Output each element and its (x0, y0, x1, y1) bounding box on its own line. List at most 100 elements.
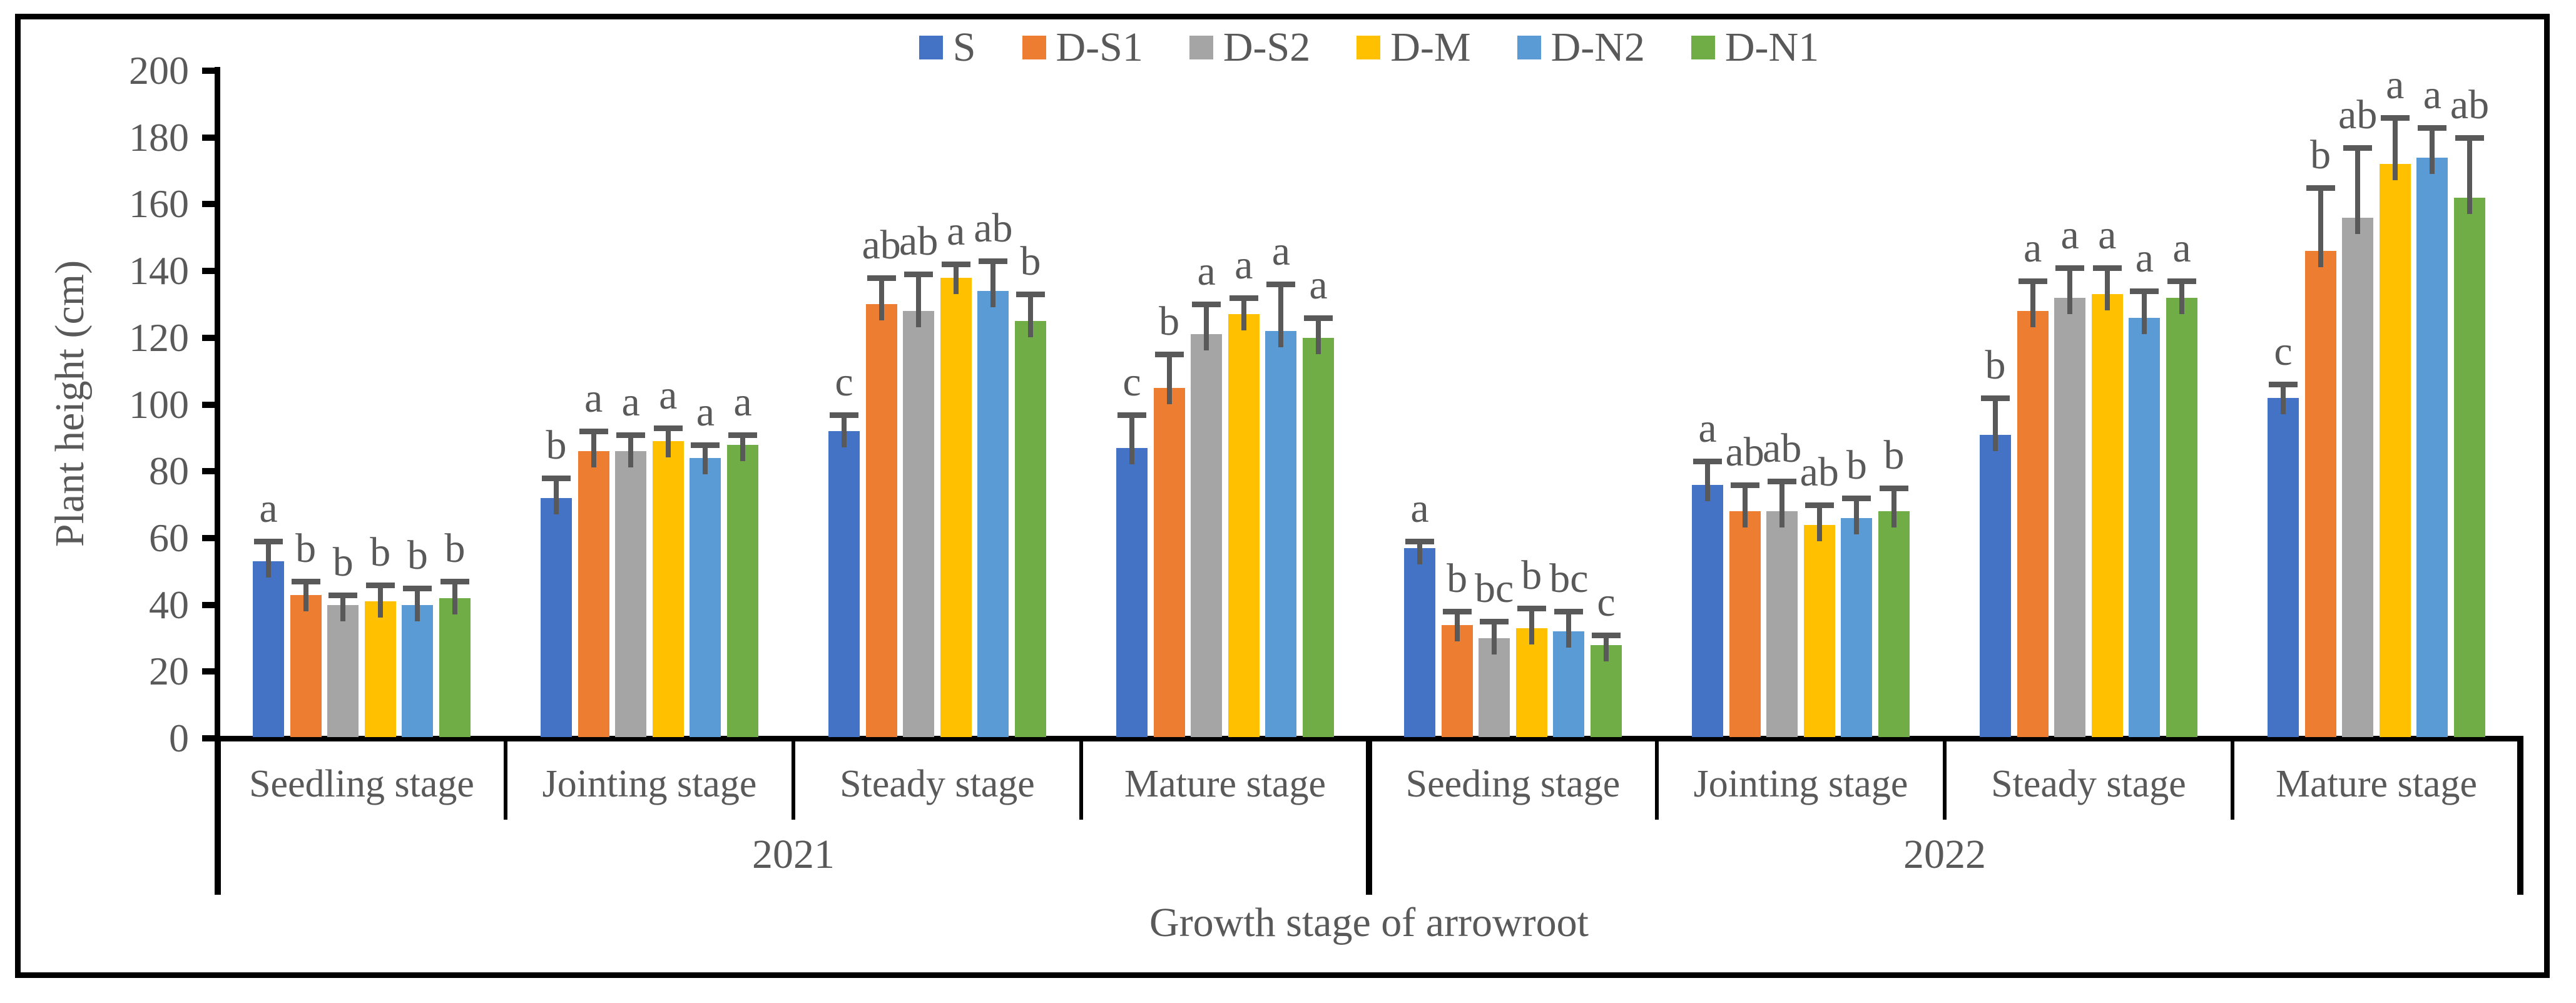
bar-D-N2-2022-Jointing (1841, 517, 1873, 737)
error-bar-stem (2030, 281, 2035, 328)
error-bar-stem (2355, 147, 2361, 234)
legend-item-D-S1: D-S1 (1022, 27, 1143, 68)
x-category-label: Seedling stage (249, 763, 474, 805)
legend-item-D-N1: D-N1 (1691, 27, 1819, 68)
error-bar-stem (703, 444, 708, 474)
x-category-label: Mature stage (1124, 763, 1326, 805)
error-bar-stem (1492, 621, 1497, 654)
bar-D-S1-2022-Seeding (1441, 624, 1473, 737)
error-bar-stem (1779, 481, 1785, 528)
bar-S-2022-Steady (1980, 434, 2011, 737)
y-tick-label: 160 (129, 181, 189, 227)
bar-D-N1-2022-Jointing (1878, 511, 1910, 737)
error-bar-stem (1166, 354, 1172, 404)
significance-letter: a (1410, 486, 1429, 532)
stage-divider-line (792, 741, 795, 820)
error-bar-cap (2418, 125, 2447, 131)
error-bar-cap (1554, 609, 1584, 615)
significance-letter: a (1271, 228, 1291, 275)
significance-letter: a (2135, 235, 2154, 282)
error-bar-cap (728, 432, 757, 438)
significance-letter: ab (862, 221, 901, 268)
error-bar-stem (303, 581, 308, 611)
significance-letter: a (1698, 405, 1717, 452)
bar-D-N2-2022-Mature (2416, 157, 2448, 737)
bar-S-2022-Seeding (1404, 547, 1435, 737)
error-bar-stem (1129, 414, 1134, 464)
legend-label: S (952, 24, 976, 70)
significance-letter: b (546, 422, 567, 468)
significance-letter: b (295, 526, 317, 572)
error-bar-cap (1304, 315, 1333, 321)
error-bar-cap (579, 429, 608, 435)
legend-label: D-N1 (1724, 24, 1820, 70)
error-bar-stem (2104, 267, 2110, 311)
error-bar-stem (628, 434, 634, 468)
significance-letter: a (1197, 248, 1216, 295)
error-bar-stem (1566, 611, 1572, 648)
significance-letter: c (1123, 359, 1141, 405)
error-bar-cap (365, 582, 395, 588)
error-bar-cap (440, 579, 469, 585)
legend-item-D-S2: D-S2 (1189, 27, 1310, 68)
error-bar-cap (2018, 278, 2047, 285)
error-bar-stem (2318, 187, 2323, 268)
y-tick-label: 140 (129, 248, 189, 293)
significance-letter: b (407, 532, 428, 578)
y-axis-tick (202, 468, 218, 475)
error-bar-stem (1742, 484, 1748, 528)
significance-letter: b (2310, 131, 2331, 178)
error-bar-stem (2281, 384, 2286, 414)
y-tick-label: 40 (149, 582, 189, 627)
significance-letter: a (659, 372, 678, 418)
error-bar-stem (1529, 608, 1534, 644)
bar-S-2021-Steady (828, 431, 860, 737)
x-category-label: Jointing stage (542, 763, 757, 805)
bar-D-S2-2022-Seeding (1479, 638, 1510, 737)
legend-label: D-N2 (1550, 24, 1645, 70)
error-bar-cap (1016, 292, 1045, 298)
error-bar-stem (377, 584, 383, 618)
significance-letter: a (259, 486, 278, 532)
y-axis-tick (202, 268, 218, 275)
error-bar-stem (916, 274, 922, 328)
year-divider-line (215, 741, 221, 895)
error-bar-cap (1880, 485, 1908, 491)
bar-D-M-2022-Seeding (1515, 628, 1547, 737)
error-bar-stem (452, 581, 457, 614)
bar-D-S2-2021-Seedling (327, 604, 359, 737)
error-bar-cap (904, 272, 934, 278)
error-bar-cap (1693, 459, 1722, 465)
significance-letter: ab (2450, 81, 2490, 128)
error-bar-stem (2142, 291, 2147, 334)
error-bar-cap (328, 592, 358, 598)
error-bar-stem (2392, 117, 2398, 181)
bar-D-M-2022-Jointing (1803, 524, 1835, 737)
error-bar-cap (616, 432, 646, 438)
x-category-label: Seeding stage (1405, 763, 1621, 805)
stage-divider-line (1655, 741, 1659, 820)
bar-D-S1-2021-Jointing (578, 451, 609, 737)
error-bar-stem (953, 264, 959, 294)
y-axis-tick (202, 668, 218, 675)
error-bar-cap (542, 475, 571, 481)
x-category-label: Mature stage (2276, 763, 2477, 805)
bar-D-N1-2021-Steady (1015, 321, 1046, 737)
significance-letter: a (584, 375, 603, 422)
error-bar-stem (2067, 267, 2073, 314)
error-bar-cap (1981, 395, 2010, 401)
error-bar-stem (1241, 297, 1246, 331)
significance-letter: b (1447, 556, 1468, 602)
significance-letter: b (1159, 298, 1180, 345)
significance-letter: c (1597, 579, 1616, 625)
y-tick-label: 100 (129, 382, 189, 427)
y-tick-label: 0 (169, 716, 189, 760)
error-bar-stem (2430, 127, 2435, 174)
bar-D-S2-2021-Mature (1191, 334, 1223, 737)
bar-D-S2-2021-Jointing (615, 451, 647, 737)
significance-letter: a (2060, 211, 2079, 258)
bar-S-2021-Mature (1116, 447, 1148, 737)
significance-letter: a (696, 389, 715, 435)
year-divider-line (2517, 741, 2523, 895)
error-bar-stem (878, 277, 884, 321)
